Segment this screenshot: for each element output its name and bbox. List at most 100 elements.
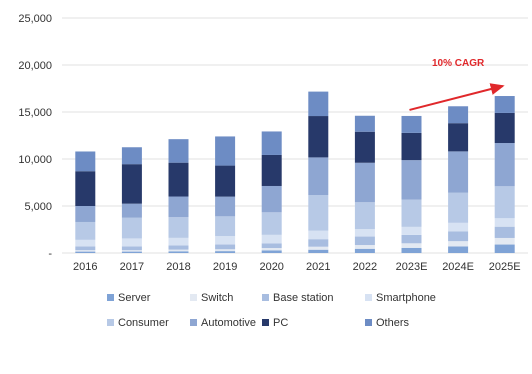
bar-segment-pc [354, 131, 375, 163]
bar-segment-base-station [448, 231, 469, 242]
legend-label: Smartphone [376, 292, 436, 304]
bar-segment-smartphone [494, 218, 515, 227]
y-tick-label: 25,000 [18, 13, 52, 25]
bar-segment-smartphone [215, 236, 236, 245]
bar-segment-base-station [168, 245, 189, 250]
bar-stack-2023E [401, 115, 422, 253]
bar-stack-2020 [261, 131, 282, 253]
bar-segment-consumer [215, 216, 236, 237]
bar-segment-others [354, 115, 375, 132]
legend-item-switch: Switch [190, 292, 233, 304]
bar-segment-switch [121, 250, 142, 252]
bar-segment-consumer [494, 186, 515, 219]
bar-segment-switch [308, 246, 329, 250]
bar-segment-consumer [261, 212, 282, 235]
bar-segment-switch [75, 250, 96, 252]
bar-segment-switch [494, 237, 515, 245]
bar-segment-smartphone [308, 230, 329, 240]
y-tick-label: 20,000 [18, 60, 52, 72]
bar-segment-smartphone [354, 229, 375, 237]
bar-segment-server [354, 248, 375, 253]
bars [75, 91, 515, 253]
cagr-arrow [409, 83, 505, 111]
bar-segment-smartphone [121, 238, 142, 247]
bar-segment-base-station [121, 246, 142, 251]
bar-segment-automotive [215, 196, 236, 217]
bar-segment-others [308, 91, 329, 117]
x-tick-label: 2021 [306, 261, 330, 273]
bar-segment-pc [215, 165, 236, 197]
bar-segment-server [121, 251, 142, 253]
bar-segment-smartphone [448, 222, 469, 232]
bar-segment-others [75, 151, 96, 172]
bar-stack-2021 [308, 91, 329, 253]
legend-swatch [190, 319, 197, 326]
bar-segment-automotive [448, 151, 469, 193]
bar-stack-2016 [75, 151, 96, 253]
bar-segment-base-station [261, 243, 282, 249]
bar-stack-2024E [448, 106, 469, 253]
bar-segment-consumer [75, 221, 96, 240]
x-tick-label: 2023E [396, 261, 428, 273]
y-tick-label: 15,000 [18, 107, 52, 119]
bar-segment-others [121, 147, 142, 165]
bar-stack-2025E [494, 96, 515, 253]
legend-label: Others [376, 317, 410, 329]
bar-segment-smartphone [261, 234, 282, 244]
bar-segment-base-station [401, 234, 422, 244]
bar-segment-consumer [168, 217, 189, 238]
bar-segment-base-station [308, 239, 329, 247]
bar-stack-2017 [121, 147, 142, 253]
legend-label: Consumer [118, 317, 169, 329]
bar-segment-base-station [215, 244, 236, 250]
legend-label: Base station [273, 292, 334, 304]
bar-segment-server [75, 251, 96, 253]
bar-segment-others [448, 106, 469, 124]
bar-segment-base-station [354, 236, 375, 246]
bar-segment-consumer [354, 202, 375, 230]
y-tick-label: - [48, 248, 52, 260]
x-tick-label: 2022 [353, 261, 377, 273]
bar-segment-base-station [75, 246, 96, 251]
legend: Server Switch Base station Smartphone Consum… [107, 292, 436, 329]
cagr-label: 10% CAGR [432, 58, 485, 69]
legend-swatch [107, 294, 114, 301]
bar-segment-pc [448, 123, 469, 152]
bar-segment-base-station [494, 226, 515, 238]
bar-segment-switch [261, 248, 282, 251]
bar-segment-smartphone [401, 226, 422, 235]
legend-item-consumer: Consumer [107, 317, 169, 329]
bar-segment-server [215, 251, 236, 253]
bar-segment-automotive [75, 206, 96, 222]
legend-label: PC [273, 317, 288, 329]
bar-segment-automotive [354, 162, 375, 203]
bar-segment-pc [494, 112, 515, 144]
legend-item-automotive: Automotive [190, 317, 256, 329]
y-tick-label: 5,000 [24, 201, 52, 213]
bar-segment-server [308, 249, 329, 253]
bar-segment-pc [168, 162, 189, 197]
bar-stack-2022 [354, 115, 375, 253]
x-tick-label: 2020 [259, 261, 283, 273]
x-tick-label: 2025E [489, 261, 521, 273]
bar-segment-server [261, 250, 282, 253]
bar-segment-switch [354, 245, 375, 249]
legend-swatch [262, 319, 269, 326]
bar-segment-server [494, 244, 515, 253]
bar-segment-others [261, 131, 282, 155]
bar-segment-switch [401, 243, 422, 248]
x-axis: 2016 2017 2018 2019 2020 2021 2022 2023E 2024E 20… [73, 261, 521, 273]
x-tick-label: 2019 [213, 261, 237, 273]
legend-swatch [190, 294, 197, 301]
legend-swatch [107, 319, 114, 326]
bar-segment-smartphone [168, 237, 189, 246]
x-tick-label: 2016 [73, 261, 97, 273]
bar-segment-pc [261, 154, 282, 186]
bar-segment-consumer [401, 199, 422, 227]
x-tick-label: 2024E [442, 261, 474, 273]
legend-item-smartphone: Smartphone [365, 292, 436, 304]
bar-segment-automotive [121, 203, 142, 218]
bar-segment-pc [121, 164, 142, 204]
